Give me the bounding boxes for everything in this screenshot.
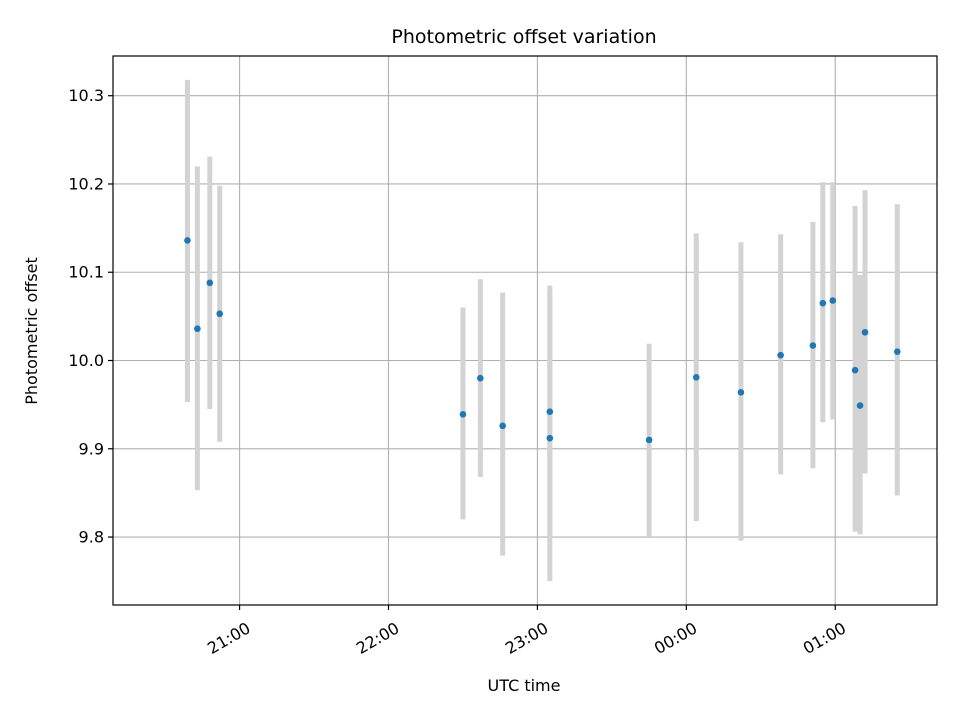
data-point [737,388,745,396]
data-point [856,402,864,409]
plot-frame [112,55,938,606]
data-point [692,373,700,381]
data-point [546,434,554,442]
data-point [184,237,191,244]
data-point [194,325,201,333]
data-point [477,374,484,382]
x-axis-label: UTC time [488,676,561,695]
data-point [546,408,554,416]
data-point [645,436,653,444]
data-point [851,366,859,374]
data-point [819,299,827,307]
data-point [809,342,817,349]
y-tick-label: 10.2 [68,174,104,193]
y-axis-label: Photometric offset [22,257,41,405]
y-tick-label: 10.3 [68,86,104,105]
data-point [893,348,901,355]
grid-lines [113,56,937,605]
y-tick-label: 10.1 [68,263,104,282]
data-point [459,411,467,418]
data-point [216,310,224,318]
y-tick-label: 9.8 [79,528,104,547]
data-point [861,328,869,336]
y-axis-ticks: 9.8 9.9 10.0 10.1 10.2 10.3 [68,86,113,547]
data-point [499,422,506,430]
chart-title: Photometric offset variation [391,26,656,48]
data-point [777,351,784,359]
data-points [184,237,901,444]
y-tick-label: 9.9 [79,439,104,458]
data-point [206,279,214,287]
y-tick-label: 10.0 [68,351,104,370]
data-point [829,297,837,304]
